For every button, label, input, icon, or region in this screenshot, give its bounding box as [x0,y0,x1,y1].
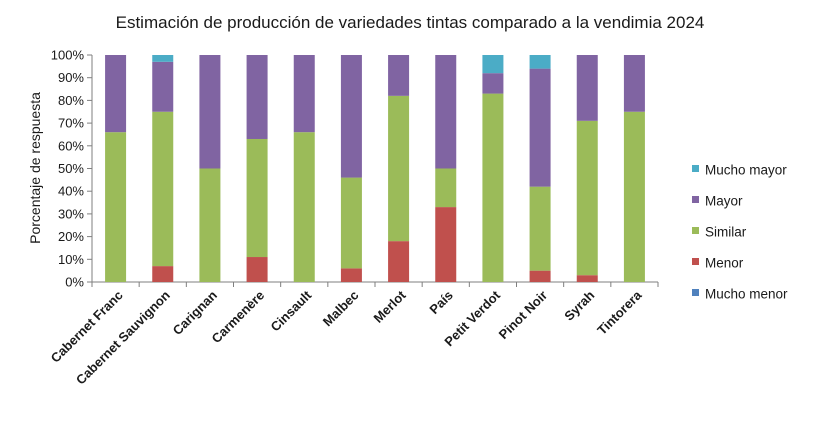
bar-segment-similar [105,132,127,282]
y-axis-label: Porcentaje de respuesta [27,92,43,244]
bar-segment-mayor [623,55,645,112]
x-category-label: Merlot [371,287,410,326]
legend-label-menor: Menor [705,256,744,271]
x-category-label: País [426,288,456,318]
bar-segment-menor [435,207,457,282]
bar-segment-similar [388,95,410,242]
legend-swatch-menor [692,258,699,265]
bar-segment-similar [199,168,221,282]
y-tick-label: 20% [58,229,84,244]
bar-segment-menor [576,275,598,282]
bar-segment-mayor [388,55,410,96]
y-tick-label: 90% [58,70,84,85]
y-tick-label: 40% [58,184,84,199]
bar-segment-similar [435,168,457,208]
bar-segment-similar [293,132,315,282]
bar-segment-mayor [576,55,598,121]
legend-swatch-mucho-menor [692,289,699,296]
y-tick-label: 60% [58,138,84,153]
plot-area: 0% 10% 20% 30% 40% 50% 60% 70% 80% 90% 100% Caberne… [48,48,659,388]
bar-segment-mayor [293,55,315,133]
bar-segment-mayor [529,68,551,187]
legend-swatch-mayor [692,196,699,203]
bar-segment-similar [482,93,504,282]
legend: Mucho mayor Mayor Similar Menor Mucho menor [692,163,788,302]
y-tick-label: 70% [58,116,84,131]
bar-segment-mayor [199,55,221,169]
x-category-label: Malbec [320,288,362,330]
bar-segment-menor [246,257,268,282]
bar-segment-mayor [152,61,174,112]
bar-segment-similar [623,111,645,282]
bar-segment-menor [388,241,410,282]
x-category-label: Cinsault [267,287,314,334]
y-tick-label: 100% [51,48,85,63]
bar-segment-mayor [246,55,268,139]
bar-segment-mayor [340,55,362,178]
x-category-label: Cabernet Sauvignon [73,287,173,387]
bar-segment-mucho-mayor [152,55,174,62]
x-category-label: Syrah [561,287,597,323]
bar-segment-mayor [482,73,504,94]
y-tick-label: 10% [58,252,84,267]
x-category-label: Tintorera [594,287,645,338]
bar-segment-similar [340,177,362,269]
bar-segment-similar [152,111,174,267]
bar-segment-similar [246,138,268,258]
y-tick-label: 50% [58,161,84,176]
bar-segment-mucho-mayor [482,55,504,74]
bar-segment-mayor [435,55,457,169]
x-category-label: Pinot Noir [496,288,551,343]
bar-segment-menor [152,266,174,282]
legend-label-similar: Similar [705,225,747,240]
legend-swatch-mucho-mayor [692,165,699,172]
bar-segment-menor [529,270,551,282]
y-tick-label: 80% [58,93,84,108]
y-tick-label: 0% [65,275,84,290]
legend-label-mayor: Mayor [705,194,743,209]
bar-segment-mayor [105,55,127,133]
bar-segment-similar [529,186,551,271]
y-tick-label: 30% [58,206,84,221]
bar-segment-similar [576,120,598,276]
legend-label-mucho-menor: Mucho menor [705,287,788,302]
bar-segment-menor [340,268,362,282]
legend-swatch-similar [692,227,699,234]
chart-title: Estimación de producción de variedades t… [116,13,705,32]
legend-label-mucho-mayor: Mucho mayor [705,163,787,178]
bar-segment-mucho-mayor [529,55,551,69]
